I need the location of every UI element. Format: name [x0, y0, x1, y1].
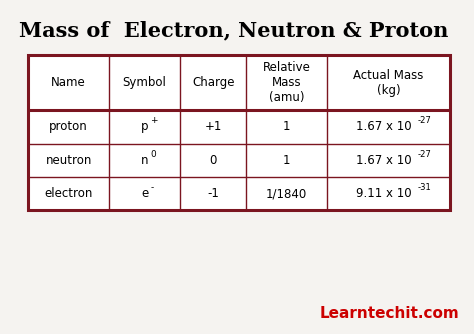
Text: Name: Name — [51, 76, 86, 89]
Text: 1/1840: 1/1840 — [266, 187, 308, 200]
Text: neutron: neutron — [46, 154, 92, 167]
Text: 1.67 x 10: 1.67 x 10 — [356, 121, 412, 133]
Text: n: n — [141, 154, 148, 167]
Text: proton: proton — [49, 121, 88, 133]
Text: -31: -31 — [417, 183, 431, 192]
Text: -1: -1 — [207, 187, 219, 200]
Text: +: + — [150, 117, 158, 125]
Text: 1: 1 — [283, 154, 291, 167]
Text: -: - — [150, 183, 154, 192]
Text: electron: electron — [45, 187, 93, 200]
Text: 1.67 x 10: 1.67 x 10 — [356, 154, 412, 167]
Text: 1: 1 — [283, 121, 291, 133]
Text: e: e — [141, 187, 148, 200]
Text: 0: 0 — [150, 150, 156, 159]
Text: Symbol: Symbol — [123, 76, 166, 89]
Text: p: p — [141, 121, 148, 133]
Text: Actual Mass
(kg): Actual Mass (kg) — [354, 69, 424, 97]
Text: Mass of  Electron, Neutron & Proton: Mass of Electron, Neutron & Proton — [19, 20, 448, 40]
Text: +1: +1 — [205, 121, 222, 133]
Text: -27: -27 — [417, 117, 431, 125]
Text: Charge: Charge — [192, 76, 235, 89]
Text: Relative
Mass
(amu): Relative Mass (amu) — [263, 61, 311, 104]
Text: Learntechit.com: Learntechit.com — [320, 306, 460, 321]
Text: 9.11 x 10: 9.11 x 10 — [356, 187, 412, 200]
Text: -27: -27 — [417, 150, 431, 159]
Text: 0: 0 — [210, 154, 217, 167]
